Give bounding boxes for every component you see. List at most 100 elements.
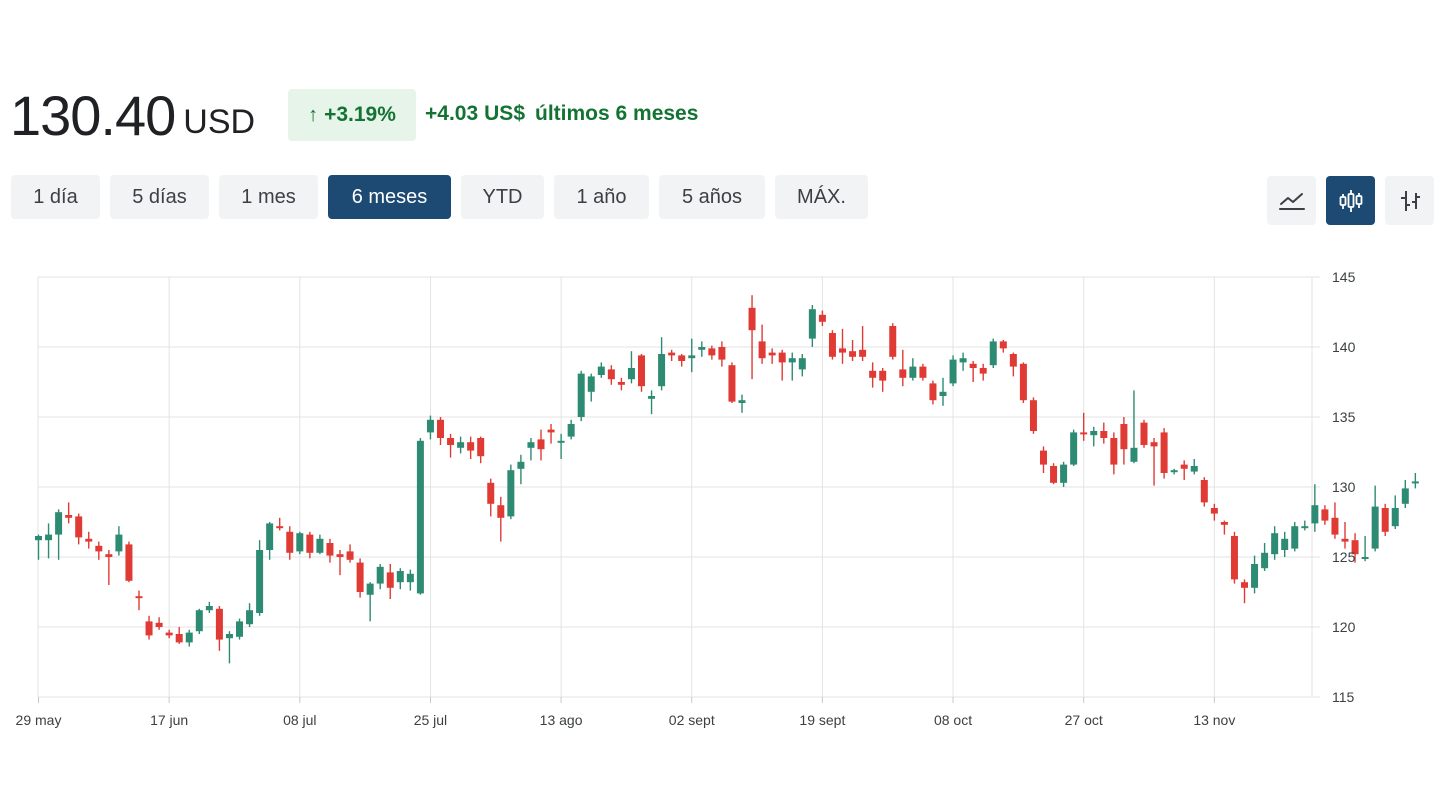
candle-body [205, 606, 213, 611]
candle [658, 337, 666, 391]
candle [75, 513, 83, 545]
candle [949, 355, 957, 387]
candle-body [778, 352, 786, 363]
candle [1401, 480, 1409, 508]
arrow-up-icon: ↑ [308, 103, 319, 126]
candle [879, 368, 887, 392]
price-row: 130.40 USD [10, 80, 255, 150]
candle [1019, 362, 1027, 403]
candle [1200, 477, 1208, 507]
candle-body [1100, 431, 1108, 438]
candle [95, 541, 103, 560]
range-button-ytd[interactable]: YTD [461, 175, 544, 219]
candle-body [1321, 509, 1329, 521]
range-button-1y[interactable]: 1 año [554, 175, 649, 219]
candle-body [105, 554, 113, 557]
candle-body [447, 438, 455, 445]
ohlc-chart-button[interactable] [1385, 176, 1434, 225]
candle-body [1220, 522, 1228, 525]
candle-body [1261, 552, 1269, 569]
candle [1120, 417, 1128, 465]
y-tick-label: 125 [1332, 549, 1356, 565]
chart-grid [37, 276, 1320, 703]
candle-body [145, 621, 153, 636]
candle-body [215, 608, 223, 640]
candle-body [1371, 506, 1379, 549]
candle [778, 349, 786, 381]
candle [1331, 502, 1339, 539]
candle-body [1190, 466, 1198, 472]
candle [1411, 473, 1419, 489]
candle-body [1311, 505, 1319, 524]
candle [225, 631, 233, 664]
x-tick-label: 02 sept [669, 712, 715, 728]
x-tick-label: 17 jun [150, 712, 188, 728]
range-button-5d[interactable]: 5 días [110, 175, 209, 219]
candle-body [909, 366, 917, 378]
candle [487, 478, 495, 517]
candle-body [1170, 470, 1178, 473]
candle [577, 370, 585, 422]
candle-body [457, 442, 465, 448]
candle-body [919, 366, 927, 378]
candle-body [758, 341, 766, 359]
candle-body [889, 326, 897, 357]
candlestick-chart[interactable]: 115 120 125 130 135 140 145 29 may 17 jun 08 jul… [0, 255, 1440, 745]
candle-body [1351, 540, 1359, 555]
range-button-max[interactable]: MÁX. [775, 175, 868, 219]
candle-body [989, 341, 997, 366]
candle-body [899, 369, 907, 378]
candle-body [1271, 533, 1279, 555]
range-button-5y[interactable]: 5 años [659, 175, 765, 219]
candle-body [487, 482, 495, 504]
candle [1160, 428, 1168, 479]
candle-body [678, 355, 686, 361]
chart-candles [35, 295, 1419, 664]
candle-body [1019, 363, 1027, 401]
x-tick-label: 25 jul [414, 712, 447, 728]
x-tick-label: 08 jul [283, 712, 316, 728]
candle-body [597, 366, 605, 375]
candle-body [1029, 400, 1037, 431]
candle [306, 531, 314, 559]
candle [527, 438, 535, 461]
candle-body [728, 365, 736, 402]
candle-body [1080, 432, 1088, 435]
candle [155, 617, 163, 630]
candle-body [648, 396, 656, 399]
ohlc-chart-icon [1400, 190, 1420, 211]
range-button-1m[interactable]: 1 mes [219, 175, 318, 219]
candle-body [828, 333, 836, 357]
candle [276, 517, 284, 531]
candle-body [979, 368, 987, 374]
candle-body [879, 370, 887, 381]
candle-body [346, 551, 354, 560]
candle-body [406, 573, 414, 583]
candle [316, 534, 324, 555]
candlestick-chart-button[interactable] [1326, 176, 1375, 225]
candle [748, 295, 756, 380]
candle [939, 377, 947, 406]
candle-body [999, 341, 1007, 349]
range-button-1d[interactable]: 1 día [11, 175, 100, 219]
candle [607, 365, 615, 385]
candle-body [306, 534, 314, 553]
candle-body [1411, 481, 1419, 484]
line-chart-icon [1278, 192, 1305, 210]
candle [567, 419, 575, 440]
candle [1251, 555, 1259, 594]
candle [959, 352, 967, 371]
candle-body [1060, 464, 1068, 483]
range-selector: 1 día 5 días 1 mes 6 meses YTD 1 año 5 a… [11, 175, 878, 219]
range-button-6m[interactable]: 6 meses [328, 175, 451, 219]
candle [627, 351, 635, 384]
candle [205, 601, 213, 613]
candle-body [1140, 422, 1148, 445]
line-chart-button[interactable] [1267, 176, 1316, 225]
candle-body [507, 470, 515, 517]
candle [638, 354, 645, 392]
candle [1291, 522, 1299, 552]
candle-body [426, 419, 434, 433]
candle-body [85, 538, 93, 542]
candle-body [296, 533, 304, 552]
